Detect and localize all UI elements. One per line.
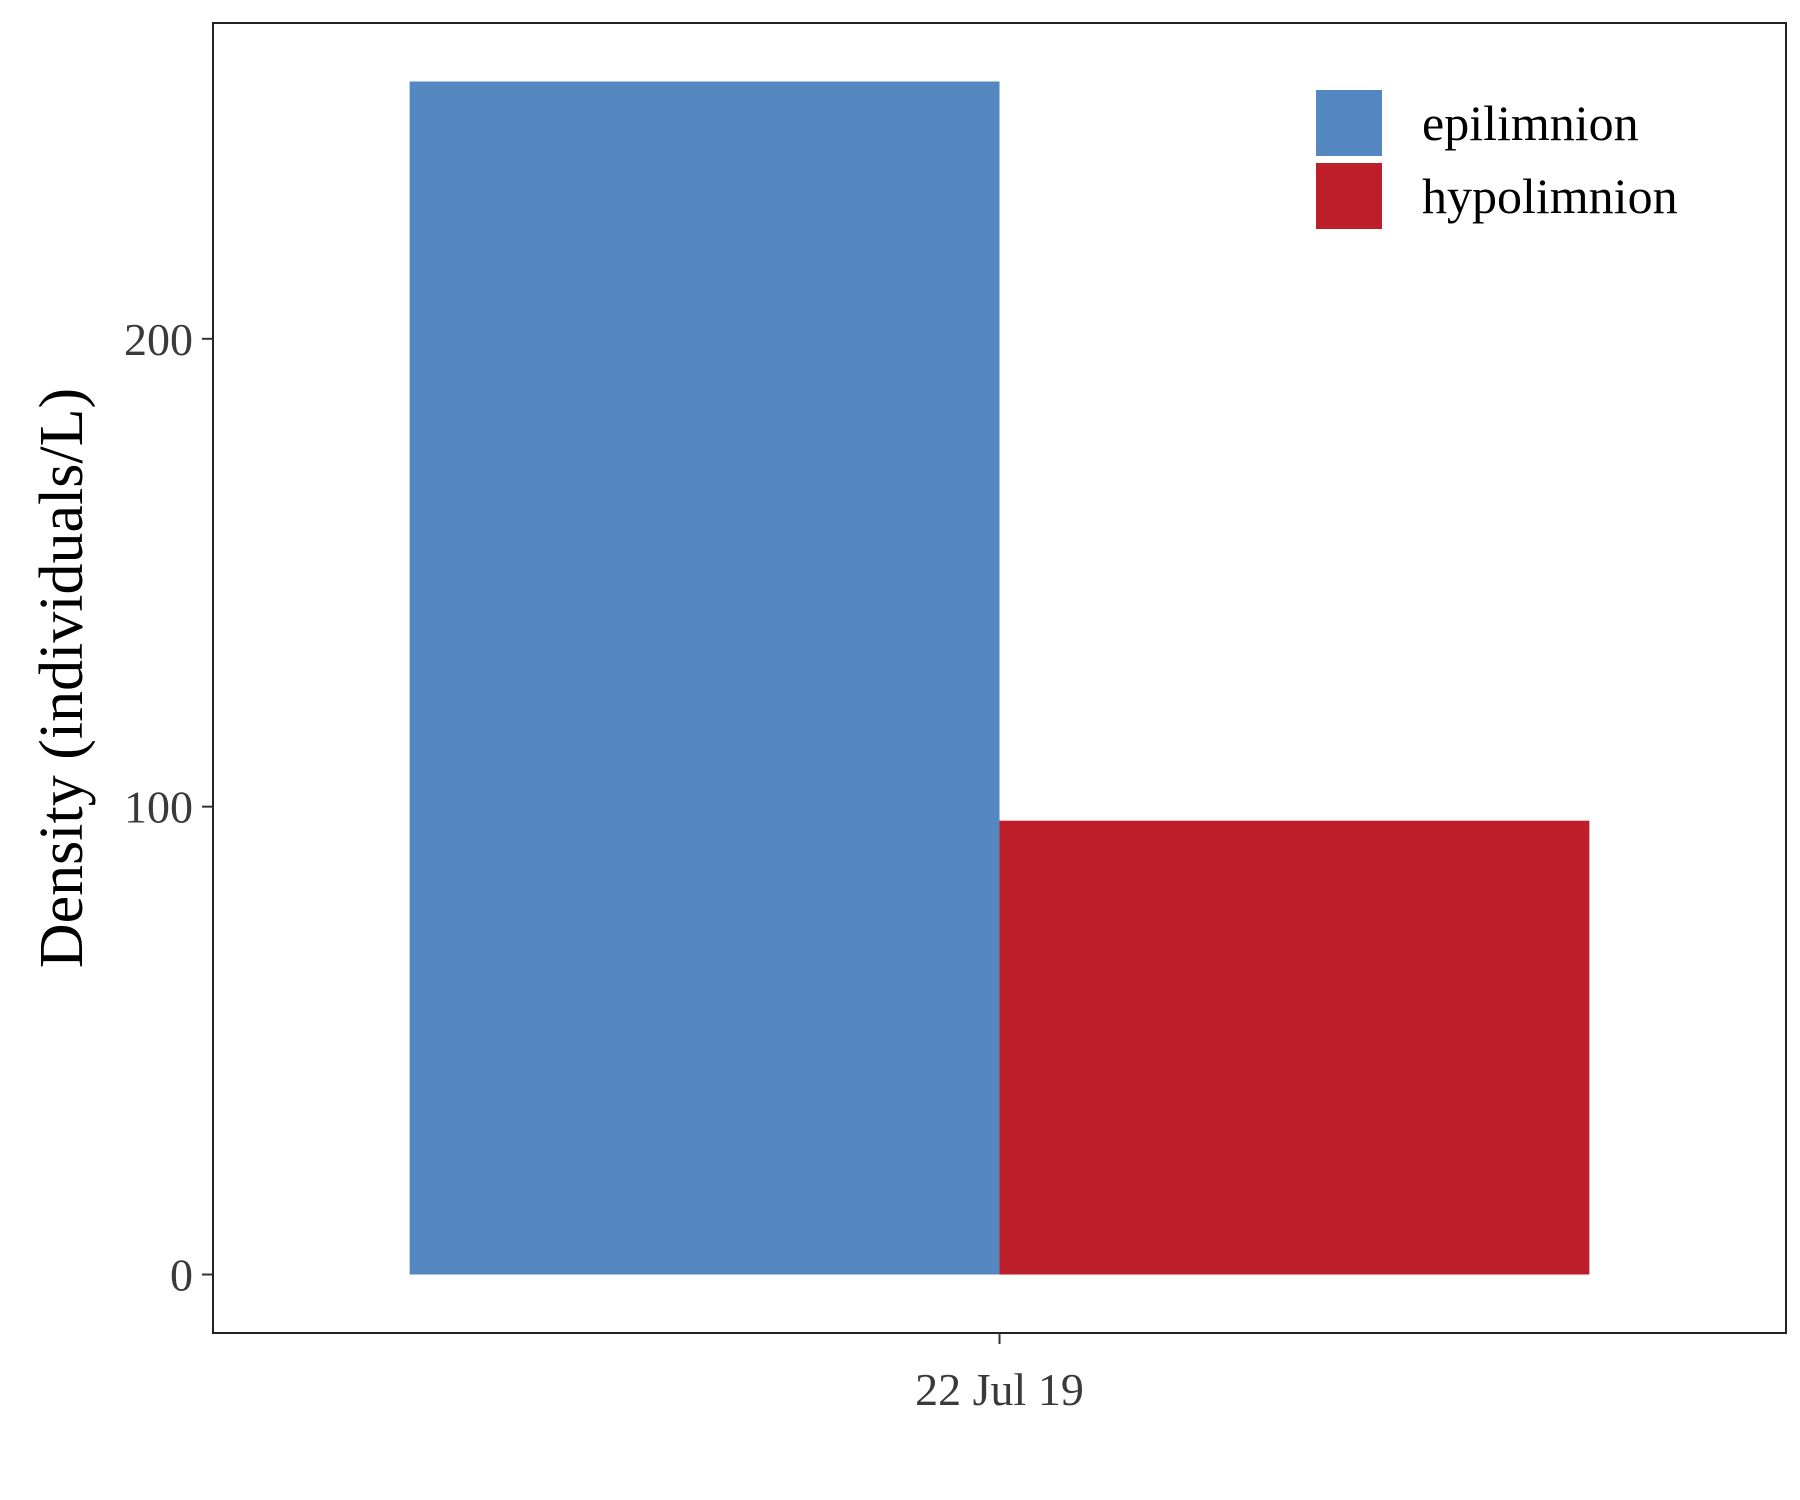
bar-epilimnion bbox=[409, 81, 1000, 1275]
legend-label-epilimnion: epilimnion bbox=[1422, 95, 1639, 151]
y-tick-label: 200 bbox=[124, 314, 193, 365]
x-axis: 22 Jul 19 bbox=[915, 1333, 1084, 1415]
legend-key-epilimnion bbox=[1316, 90, 1382, 156]
legend-key-hypolimnion bbox=[1316, 163, 1382, 229]
y-axis: 0 100 200 bbox=[124, 314, 213, 1301]
legend-label-hypolimnion: hypolimnion bbox=[1422, 168, 1678, 224]
y-axis-title: Density (individuals/L) bbox=[28, 388, 96, 968]
y-tick-label: 100 bbox=[124, 782, 193, 833]
legend: epilimnion hypolimnion bbox=[1316, 90, 1678, 229]
bars-group bbox=[409, 81, 1590, 1275]
bar-hypolimnion bbox=[999, 820, 1590, 1275]
y-tick-label: 0 bbox=[170, 1250, 193, 1301]
x-tick-label: 22 Jul 19 bbox=[915, 1364, 1084, 1415]
